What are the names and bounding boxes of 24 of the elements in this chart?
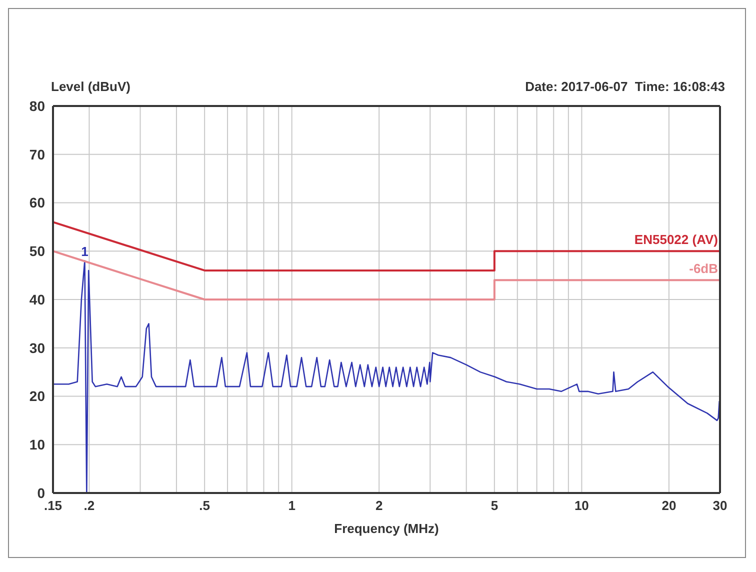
y-tick-label: 40 <box>29 291 46 308</box>
x-tick-label: .2 <box>84 498 95 514</box>
x-tick-label: .15 <box>44 498 62 514</box>
y-tick-label: 80 <box>29 98 46 114</box>
x-tick-label: 10 <box>574 498 589 514</box>
x-tick-label: 2 <box>375 498 383 514</box>
y-tick-label: 20 <box>29 388 46 404</box>
y-tick-label: 70 <box>29 146 46 162</box>
series-label: -6dB <box>689 261 718 276</box>
x-tick-label: .5 <box>199 498 210 514</box>
y-axis-title: Level (dBuV) <box>51 79 130 94</box>
annotation: 1 <box>81 244 88 259</box>
x-axis-title: Frequency (MHz) <box>334 521 439 536</box>
y-tick-label: 30 <box>29 340 46 356</box>
x-tick-label: 20 <box>662 498 676 514</box>
y-tick-label: 50 <box>29 243 46 260</box>
y-tick-label: 10 <box>29 436 46 453</box>
x-tick-label: 1 <box>288 498 296 514</box>
x-tick-label: 5 <box>490 498 498 514</box>
x-tick-label: 30 <box>712 498 728 514</box>
y-tick-label: 0 <box>37 484 46 501</box>
series-label: EN55022 (AV) <box>634 232 718 248</box>
y-tick-label: 60 <box>29 194 46 211</box>
text: Date: 2017-06-07 Time: 16:08:43 <box>525 79 725 94</box>
